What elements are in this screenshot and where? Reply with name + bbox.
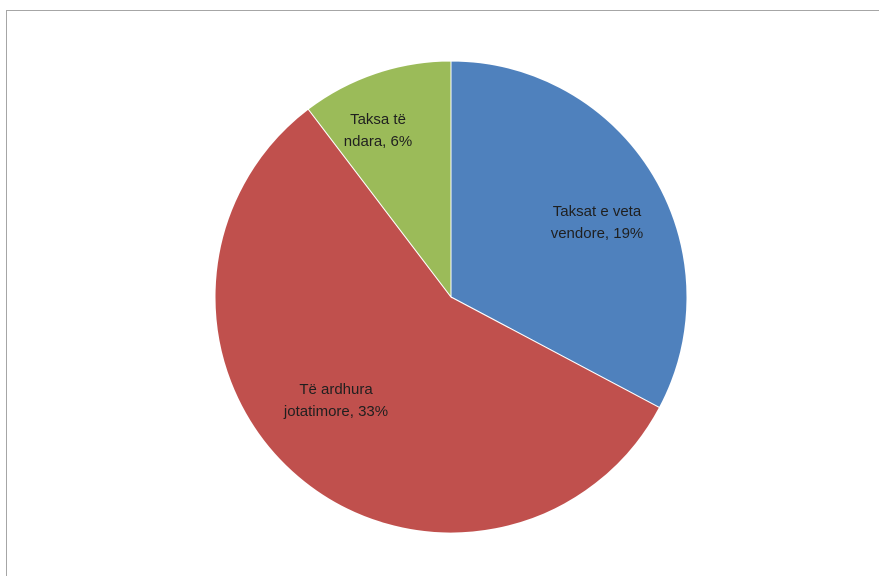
- pie-slice-label-0: Taksat e veta vendore, 19%: [551, 203, 644, 242]
- pie-labels: Taksat e veta vendore, 19% Të ardhura jotat…: [283, 111, 643, 420]
- pie-slice-label-1: Të ardhura jotatimore, 33%: [283, 381, 388, 420]
- pie-slice-label-line: ndara, 6%: [344, 133, 412, 150]
- pie-slice-label-line: Taksa të: [350, 111, 406, 128]
- pie-slice-label-line: vendore, 19%: [551, 225, 644, 242]
- pie-slice-1: [214, 108, 661, 534]
- pie-slice-label-2: Taksa të ndara, 6%: [344, 111, 412, 150]
- pie-slice-0: [450, 60, 688, 409]
- pie-slice-2: [307, 60, 452, 299]
- pie-slice-label-line: jotatimore, 33%: [283, 403, 388, 420]
- pie-slice-label-line: Taksat e veta: [553, 203, 642, 220]
- pie-slices: [214, 60, 688, 534]
- pie-slice-label-line: Të ardhura: [299, 381, 373, 398]
